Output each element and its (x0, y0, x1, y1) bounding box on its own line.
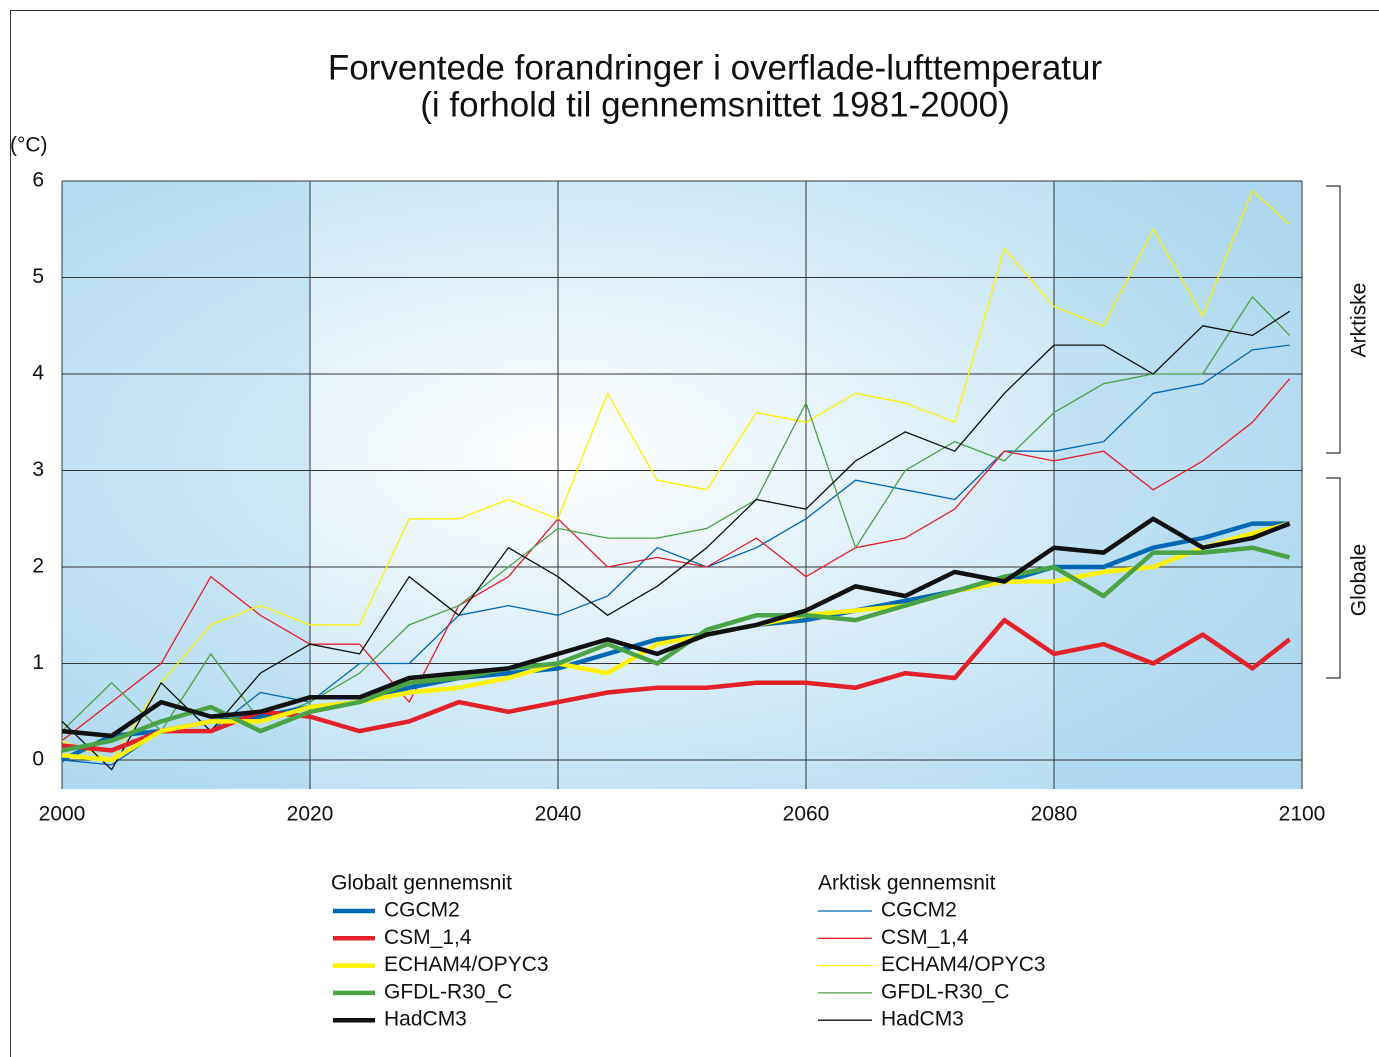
y-axis-label: (°C) (10, 134, 48, 157)
legend-label: CGCM2 (881, 899, 957, 922)
legend-label: CSM_1,4 (384, 926, 472, 949)
y-tick-label: 2 (32, 555, 44, 578)
legend-title: Globalt gennemsnit (331, 872, 512, 895)
legend-label: HadCM3 (881, 1008, 964, 1031)
x-tick-label: 2080 (1031, 803, 1078, 826)
plot-band (62, 181, 310, 789)
series-line (61, 378, 1291, 742)
x-tick-label: 2040 (535, 803, 582, 826)
x-tick-label: 2060 (783, 803, 830, 826)
y-tick-label: 5 (32, 265, 44, 288)
x-tick-label: 2100 (1279, 803, 1326, 826)
x-tick-label: 2020 (287, 803, 334, 826)
legend-label: CSM_1,4 (881, 926, 969, 949)
legend-label: ECHAM4/OPYC3 (881, 953, 1046, 976)
frame (10, 10, 1379, 1057)
y-tick-label: 3 (32, 458, 44, 481)
bracket (1326, 477, 1341, 679)
series-line (61, 190, 1291, 761)
series-line (61, 521, 1290, 763)
series-line (61, 521, 1291, 763)
legend-label: CGCM2 (384, 899, 460, 922)
y-tick-label: 0 (32, 748, 44, 771)
series-line (61, 344, 1290, 766)
legend-label: GFDL-R30_C (881, 980, 1009, 1003)
region-label: Globale (1348, 544, 1371, 616)
bracket (1326, 185, 1341, 454)
series-line (61, 617, 1291, 753)
legend-label: ECHAM4/OPYC3 (384, 953, 549, 976)
y-tick-label: 4 (32, 362, 44, 385)
legend-label: GFDL-R30_C (384, 980, 512, 1003)
legend-title: Arktisk gennemsnit (818, 872, 996, 895)
region-label: Arktiske (1348, 283, 1371, 358)
x-tick-label: 2000 (39, 803, 86, 826)
chart-title: Forventede forandringer i overflade-luft… (328, 48, 1103, 87)
y-tick-label: 1 (32, 651, 44, 674)
legend-label: HadCM3 (384, 1008, 467, 1031)
y-tick-label: 6 (32, 169, 44, 192)
plot-band (1054, 181, 1302, 789)
series-line (61, 310, 1290, 771)
chart-title: (i forhold til gennemsnittet 1981-2000) (420, 85, 1010, 124)
series-line (61, 516, 1291, 739)
